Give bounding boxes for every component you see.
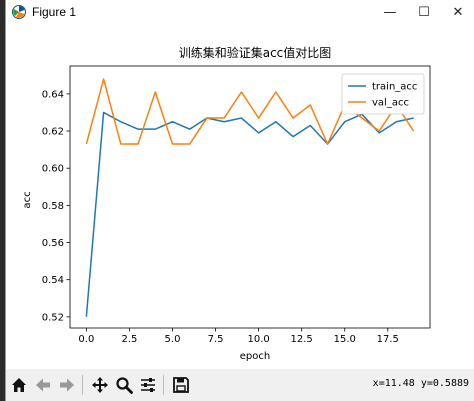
chart: 训练集和验证集acc值对比图 0.0 2.5 5.0 7.5 10.0 12.5 15.0 1… <box>22 45 431 362</box>
pan-icon[interactable] <box>89 374 111 396</box>
back-icon[interactable] <box>32 374 54 396</box>
x-tick-label: 15.0 <box>334 334 356 345</box>
x-tick-label: 0.0 <box>78 334 94 345</box>
close-button[interactable]: ✕ <box>452 4 464 20</box>
navigation-toolbar: x=11.48 y=0.5889 <box>6 369 474 401</box>
x-tick-label: 10.0 <box>247 334 269 345</box>
x-tick-label: 17.5 <box>377 334 399 345</box>
legend-label: train_acc <box>372 82 417 93</box>
y-tick-label: 0.62 <box>42 127 64 138</box>
configure-subplots-icon[interactable] <box>137 374 159 396</box>
background-window-edge <box>0 0 5 401</box>
matplotlib-app-icon <box>12 5 26 19</box>
y-tick-label: 0.60 <box>42 164 64 175</box>
forward-icon[interactable] <box>56 374 78 396</box>
figure-window: Figure 1 — ☐ ✕ 训练集和验证集acc值对比图 0.0 2.5 5.0 7… <box>5 0 474 401</box>
legend-box <box>341 73 425 115</box>
home-icon[interactable] <box>8 374 30 396</box>
y-axis-label: acc <box>22 191 33 208</box>
legend-label: val_acc <box>372 98 409 109</box>
y-tick-label: 0.58 <box>42 201 64 212</box>
y-tick-label: 0.52 <box>42 312 64 323</box>
series-line-val-acc <box>85 78 415 145</box>
x-tick-label: 12.5 <box>291 334 313 345</box>
maximize-button[interactable]: ☐ <box>418 4 430 20</box>
y-tick-label: 0.54 <box>42 275 64 286</box>
zoom-icon[interactable] <box>113 374 135 396</box>
cursor-coordinates: x=11.48 y=0.5889 <box>372 378 469 389</box>
toolbar-separator <box>82 375 83 395</box>
y-tick-label: 0.64 <box>42 89 64 100</box>
chart-title: 训练集和验证集acc值对比图 <box>179 45 332 60</box>
save-icon[interactable] <box>170 374 192 396</box>
window-title: Figure 1 <box>32 5 77 19</box>
x-tick-label: 5.0 <box>165 334 181 345</box>
title-bar: Figure 1 — ☐ ✕ <box>6 0 474 24</box>
x-tick-label: 2.5 <box>121 334 137 345</box>
figure-canvas[interactable]: 训练集和验证集acc值对比图 0.0 2.5 5.0 7.5 10.0 12.5 15.0 1… <box>6 24 474 369</box>
toolbar-separator <box>163 375 164 395</box>
x-tick-label: 7.5 <box>208 334 224 345</box>
minimize-button[interactable]: — <box>383 4 397 20</box>
y-tick-label: 0.56 <box>42 238 64 249</box>
x-axis-label: epoch <box>240 351 270 362</box>
